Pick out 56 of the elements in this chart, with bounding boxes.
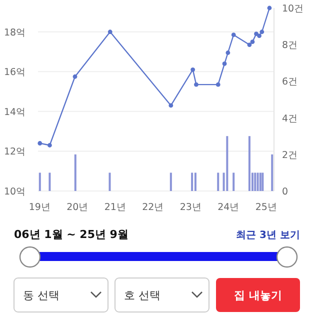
bar [194,172,196,191]
bar [254,172,256,191]
bar [256,172,259,191]
point [38,141,42,146]
bar [232,172,235,191]
bar [248,136,250,191]
text: 호 선택 [124,289,160,302]
y2-tick-label: 2건 [282,150,298,161]
x-tick-label: 20년 [66,202,89,213]
y2-tick-label: 8건 [282,40,298,52]
y2-tick-label: 0 [282,186,288,198]
text: 동 선택 [23,289,60,302]
point [190,67,196,72]
point [231,32,236,38]
bar [271,154,274,191]
y-tick-label: 18억 [4,27,26,38]
bar [38,172,41,191]
point [247,42,252,47]
x-tick-label: 19년 [28,202,51,213]
bar [217,172,220,191]
y2-tick-label: 6건 [282,76,298,88]
y-tick-label: 10억 [4,186,26,198]
bar [170,172,172,191]
x-tick-label: 25년 [255,202,278,213]
point [250,40,255,44]
point [257,34,262,38]
x-tick-label: 21년 [104,202,126,213]
point [222,61,227,66]
point [226,50,230,55]
y-tick-label: 16억 [4,67,26,78]
bar [108,172,111,191]
text: 최근 3년 보기 [236,230,300,241]
point [48,143,52,148]
x-tick-label: 24년 [218,202,240,213]
point [194,82,198,87]
bar [74,154,76,191]
x-tick-label: 22년 [142,202,164,213]
y-tick-label: 12억 [4,146,26,158]
y2-tick-label: 4건 [282,113,298,124]
point [108,30,112,34]
bar [226,136,228,191]
bar [262,172,264,191]
point [267,6,272,10]
point [216,82,220,87]
bar [48,172,51,191]
point [72,74,78,79]
bar [191,172,194,191]
point [168,103,174,108]
bar [259,172,262,191]
text: 06년 1월 ~ 25년 9월 [14,228,128,241]
point [260,30,264,34]
point [254,32,258,36]
x-tick-label: 23년 [180,202,202,213]
text: 집 내놓기 [234,289,282,302]
y2-tick-label: 10건 [282,4,304,14]
y-tick-label: 14억 [4,106,26,118]
